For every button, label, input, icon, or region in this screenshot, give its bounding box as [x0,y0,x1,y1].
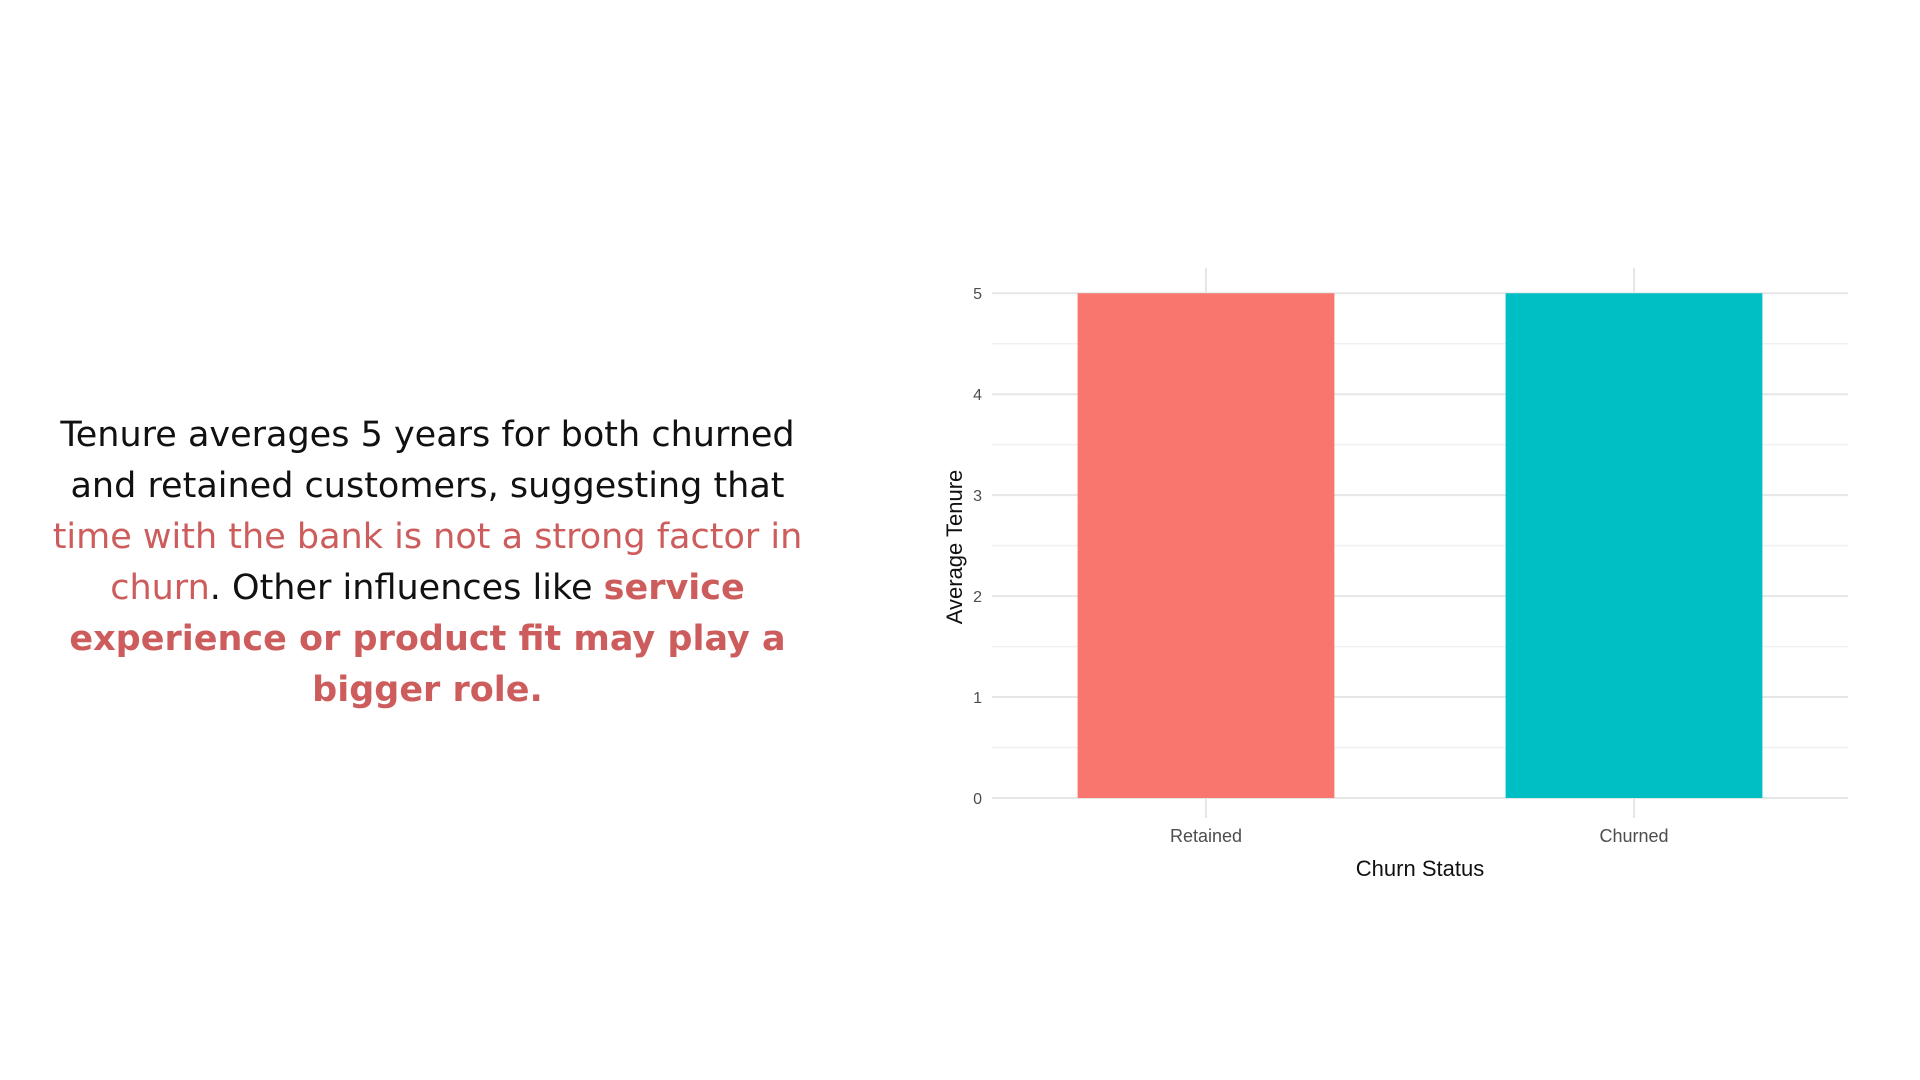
narrative-part-1: Tenure averages 5 years for both churned… [60,415,795,506]
x-tick-label-retained: Retained [1170,826,1242,846]
y-axis-label: Average Tenure [942,470,967,625]
y-tick-label: 1 [973,690,982,707]
narrative-highlight-1: time with the bank is not a strong facto… [52,517,803,608]
x-tick-label-churned: Churned [1599,826,1668,846]
narrative-part-2: . Other influences like [209,568,604,608]
y-tick-label: 3 [973,488,982,505]
narrative-text: Tenure averages 5 years for both churned… [50,410,805,716]
bars [1077,293,1763,798]
y-tick-labels: 0 1 2 3 4 5 [973,286,982,808]
narrative-highlight-2: service experience or product fit may pl… [69,568,786,710]
y-tick-label: 0 [973,791,982,808]
bar-retained [1077,293,1335,798]
bar-churned [1505,293,1763,798]
y-tick-label: 4 [973,387,982,404]
y-tick-label: 5 [973,286,982,303]
x-tick-labels: Retained Churned [1170,826,1669,846]
y-tick-label: 2 [973,589,982,606]
x-axis-label: Churn Status [1356,856,1484,881]
